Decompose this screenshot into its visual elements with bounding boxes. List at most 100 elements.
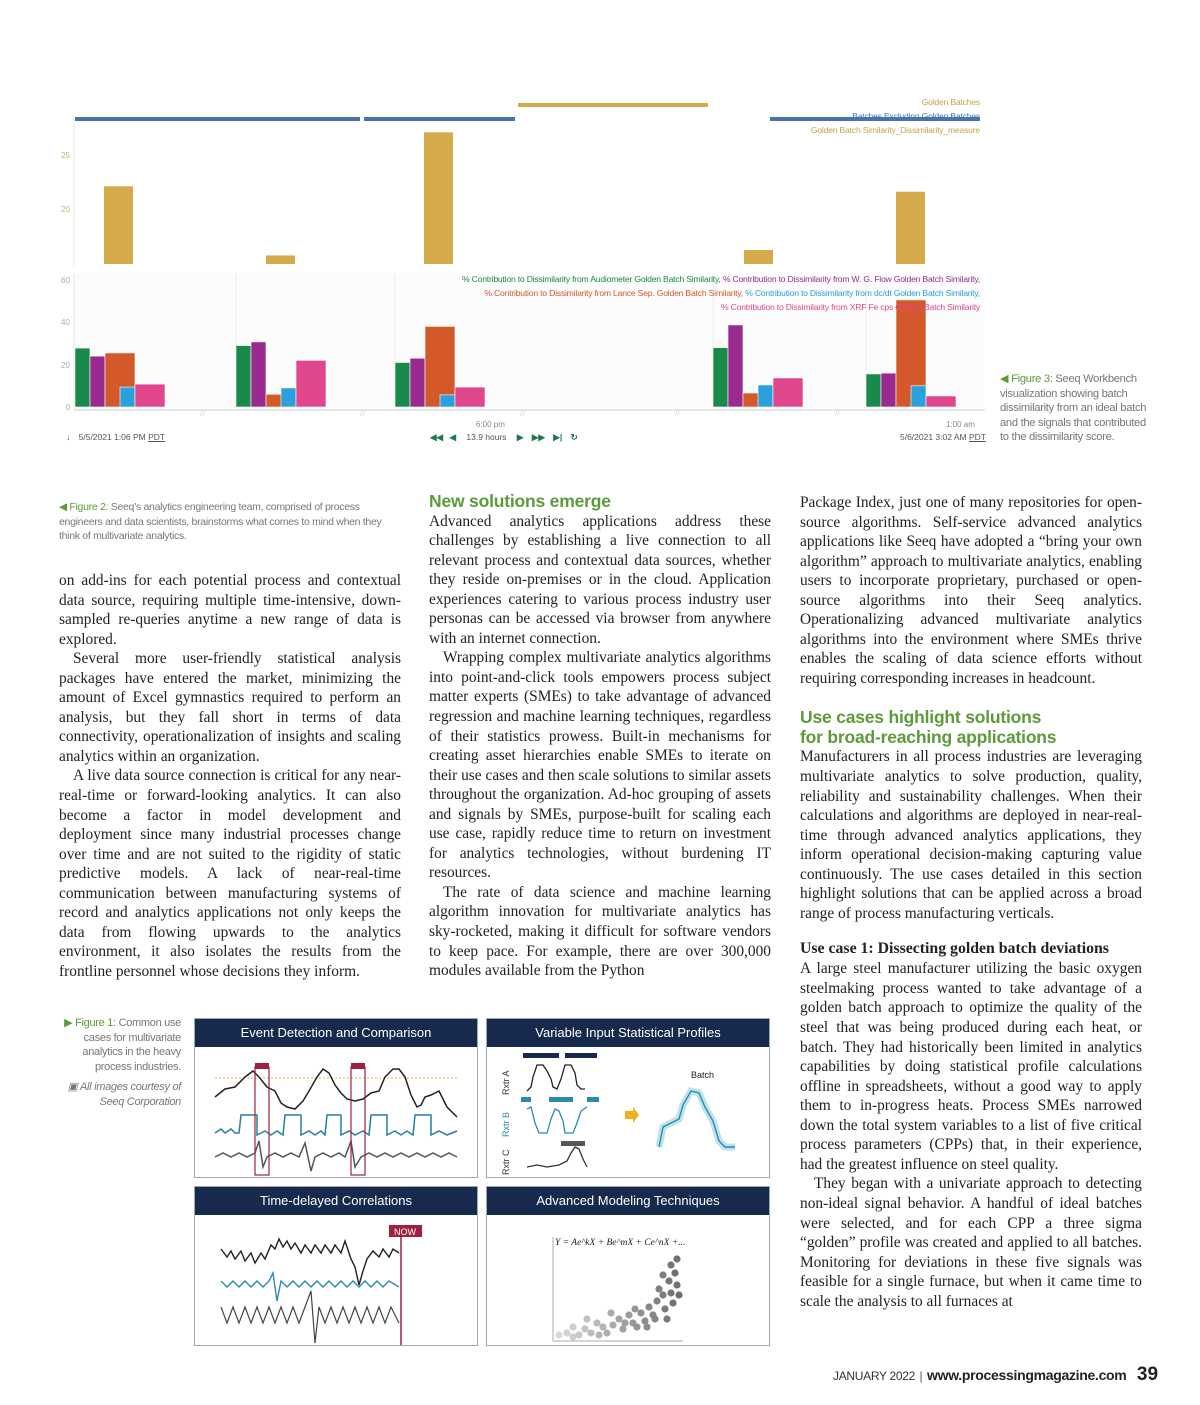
scatter-point xyxy=(653,1297,661,1305)
scatter-point xyxy=(651,1315,659,1323)
start-time[interactable]: 5/5/2021 1:06 PM xyxy=(78,432,146,442)
lower-y-tick-60: 60 xyxy=(61,276,70,285)
batch-capsule xyxy=(364,117,515,121)
time-nav: ◀◀ ◀ 13.9 hours ▶ ▶▶ ▶| ↻ xyxy=(430,432,578,443)
scatter-point xyxy=(669,1299,677,1307)
statistical-profiles-illustration: Rxtr A Rxtr B Rxtr C Batch xyxy=(501,1053,735,1175)
xrf-bar xyxy=(454,386,486,408)
audiometer-bar xyxy=(235,345,252,408)
x-tick-1am: 1:00 am xyxy=(946,420,975,429)
xrf-bar xyxy=(925,395,957,408)
step-forward-icon[interactable]: ▶ xyxy=(516,432,524,442)
jump-to-now-icon[interactable]: ▶| xyxy=(553,432,563,442)
start-arrow-icon[interactable]: ↓ xyxy=(66,432,71,442)
scatter-point xyxy=(583,1315,591,1323)
rxtr-c-label: Rxtr C xyxy=(501,1149,511,1175)
caption-label: Figure 3: xyxy=(1011,373,1053,385)
panel-time-delayed-correlations: Time-delayed Correlations NOW xyxy=(194,1186,478,1346)
scatter-point xyxy=(569,1323,577,1331)
paragraph: Wrapping complex multivariate analytics … xyxy=(429,649,771,882)
scatter-point xyxy=(641,1317,649,1325)
caption-text: Common use cases for multivariate analyt… xyxy=(82,1017,181,1073)
advanced-modeling-illustration: Y = Ae^kX + Be^mX + Ce^nX +... xyxy=(552,1237,685,1342)
scatter-point xyxy=(659,1291,667,1299)
dissimilarity-bar xyxy=(104,186,133,264)
wg-flow-bar xyxy=(89,355,106,408)
duration[interactable]: 13.9 hours xyxy=(466,432,507,442)
figure-1-caption: ▶ Figure 1: Common use cases for multiva… xyxy=(55,1016,181,1110)
batch-capsule xyxy=(75,117,215,121)
audiometer-bar xyxy=(394,362,411,408)
step-back-icon[interactable]: ◀ xyxy=(449,432,456,442)
scatter-point xyxy=(631,1305,639,1313)
scatter-point xyxy=(675,1291,683,1299)
paragraph: A large steel manufacturer utilizing the… xyxy=(800,960,1142,1173)
caption-label: Figure 1: xyxy=(75,1017,116,1029)
heading-line: for broad-reaching applications xyxy=(800,726,1057,747)
paragraph: Manufacturers in all process industries … xyxy=(800,748,1142,922)
axis-break-mark: // xyxy=(675,408,681,418)
step-forward-full-icon[interactable]: ▶▶ xyxy=(531,432,545,442)
scatter-point xyxy=(615,1315,623,1323)
scatter-point xyxy=(633,1323,641,1331)
dcdt-bar xyxy=(280,387,297,408)
wg-flow-bar xyxy=(727,324,744,408)
column-2: New solutions emerge Advanced analytics … xyxy=(429,491,771,981)
scatter-point xyxy=(645,1303,653,1311)
batch-label: Batch xyxy=(691,1070,714,1080)
panel-advanced-modeling: Advanced Modeling Techniques Y = Ae^kX +… xyxy=(486,1186,770,1346)
scatter-point xyxy=(619,1325,627,1333)
dissimilarity-bar xyxy=(266,255,295,264)
caption-arrow-icon: ◀ xyxy=(1000,373,1009,385)
subheading: Use case 1: Dissecting golden batch devi… xyxy=(800,940,1109,958)
scatter-point xyxy=(661,1305,669,1313)
event-detection-illustration xyxy=(214,1063,458,1176)
axis-break-mark: // xyxy=(835,408,841,418)
section-heading: Use cases highlight solutions for broad-… xyxy=(800,708,1142,747)
lower-plot-area xyxy=(74,273,984,408)
batch-capsule xyxy=(770,117,980,121)
page-number: 39 xyxy=(1136,1364,1159,1385)
scatter-point xyxy=(593,1319,601,1327)
issue-date: JANUARY 2022 xyxy=(833,1369,916,1383)
scatter-point xyxy=(569,1333,577,1341)
scatter-point xyxy=(595,1331,603,1339)
end-time[interactable]: 5/6/2021 3:02 AM xyxy=(899,432,967,442)
audiometer-bar xyxy=(712,347,729,408)
dcdt-bar xyxy=(757,384,774,408)
image-credit: ▣ All images courtesy of Seeq Corporatio… xyxy=(55,1080,182,1109)
lower-legend: % Contribution to Dissimilarity from Aud… xyxy=(300,272,980,314)
figure-3-chart: // // // // // 25 20 60 40 20 0 6:00 pm 1:00… xyxy=(61,103,985,429)
scatter-point xyxy=(643,1323,651,1331)
xrf-bar xyxy=(295,360,327,408)
paragraph: Package Index, just one of many reposito… xyxy=(800,494,1142,687)
website-link[interactable]: www.processingmagazine.com xyxy=(927,1367,1127,1383)
legend-audiometer: % Contribution to Dissimilarity from Aud… xyxy=(461,274,721,284)
section-heading: New solutions emerge xyxy=(429,491,611,511)
wg-flow-bar xyxy=(250,341,267,408)
panel-title: Time-delayed Correlations xyxy=(195,1187,477,1215)
lower-y-tick-0: 0 xyxy=(66,403,71,412)
scatter-point xyxy=(637,1309,645,1317)
caption-text: Seeq Workbench visualization showing bat… xyxy=(1000,373,1147,444)
upper-y-tick-20: 20 xyxy=(61,205,70,214)
panel-title: Event Detection and Comparison xyxy=(195,1019,477,1047)
legend-xrf: % Contribution to Dissimilarity from XRF… xyxy=(721,302,980,312)
paragraph: Advanced analytics applications address … xyxy=(429,512,771,647)
figure-2-caption: ◀ Figure 2: Seeq’s analytics engineering… xyxy=(59,500,389,544)
dissimilarity-bar xyxy=(896,191,925,264)
panel-title: Advanced Modeling Techniques xyxy=(487,1187,769,1215)
step-back-full-icon[interactable]: ◀◀ xyxy=(430,432,444,442)
audiometer-bar xyxy=(865,373,882,408)
refresh-icon[interactable]: ↻ xyxy=(570,432,578,442)
figure-3-caption: ◀ Figure 3: Seeq Workbench visualization… xyxy=(1000,372,1150,445)
audiometer-bar xyxy=(74,347,91,408)
paragraph: on add-ins for each potential process an… xyxy=(59,572,401,648)
dcdt-bar xyxy=(439,394,456,408)
camera-icon: ▣ xyxy=(67,1081,78,1094)
legend-golden-batches: Golden Batches xyxy=(921,97,981,107)
golden-batch-capsule xyxy=(518,103,708,107)
xrf-bar xyxy=(134,383,166,408)
panel-variable-input-profiles: Variable Input Statistical Profiles Rxtr… xyxy=(486,1018,770,1178)
end-time-group: 5/6/2021 3:02 AM PDT xyxy=(900,432,986,442)
